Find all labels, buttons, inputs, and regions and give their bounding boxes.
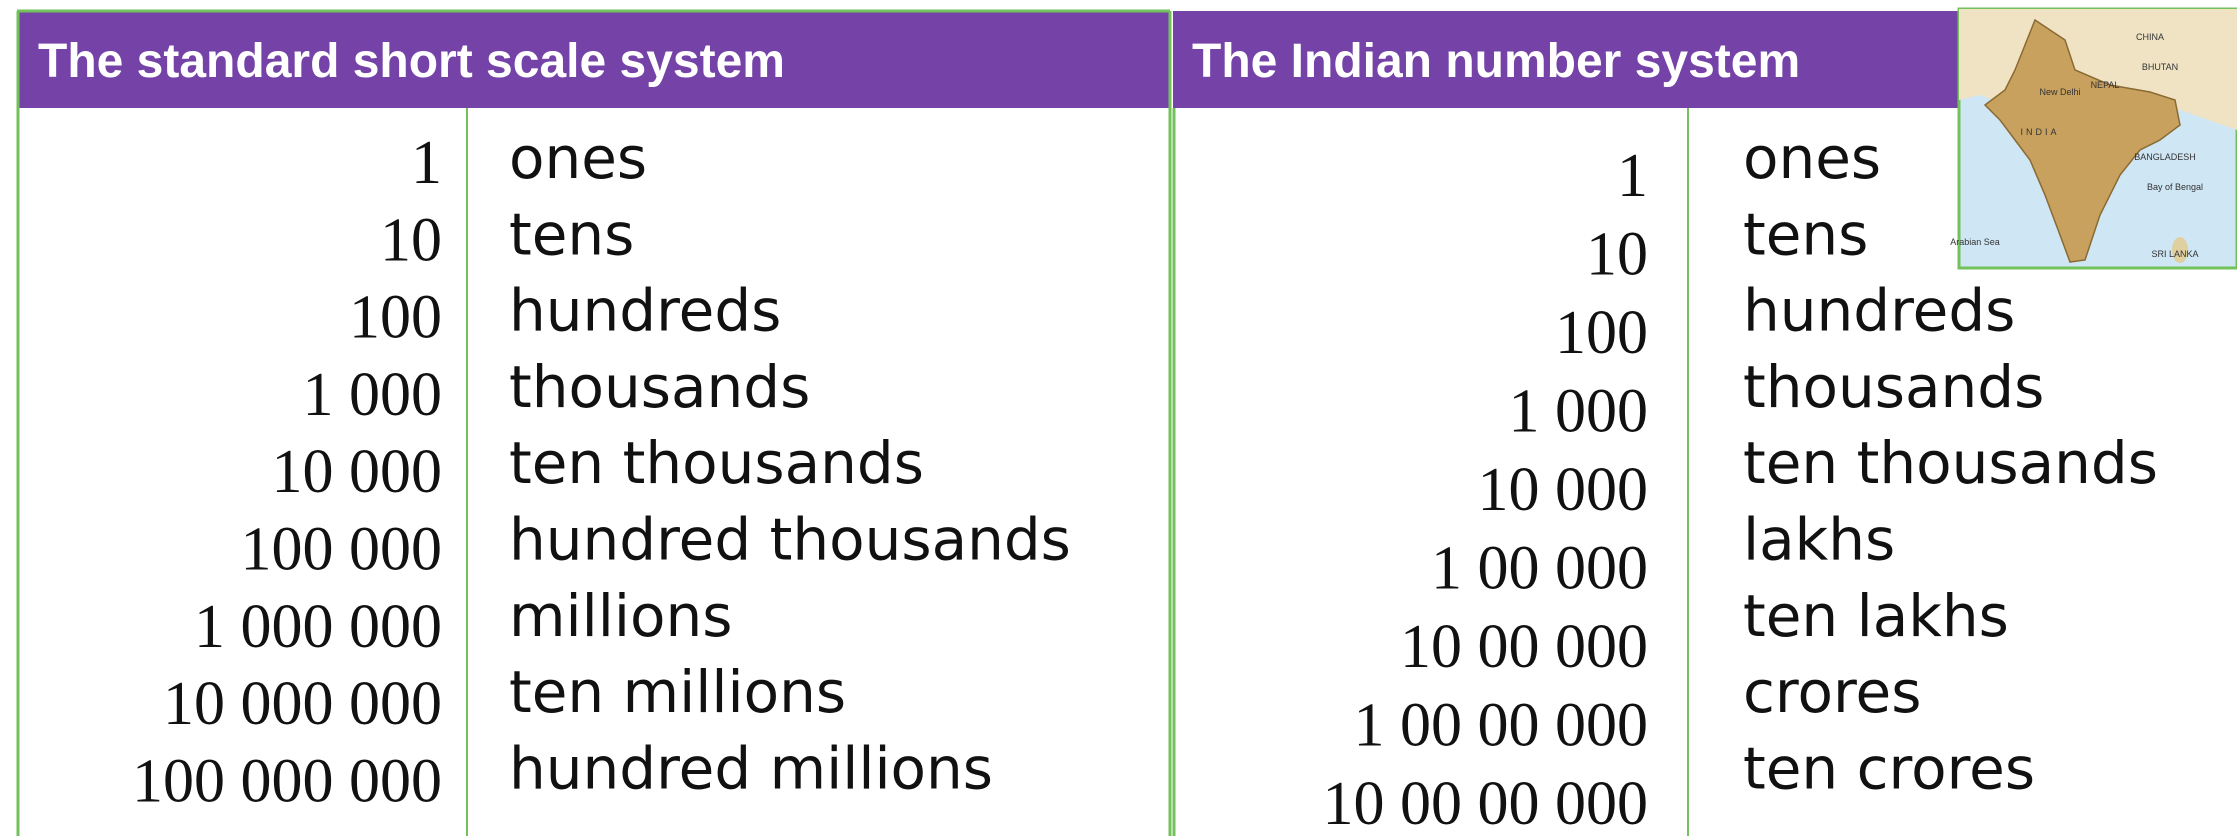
word: ten lakhs bbox=[1743, 582, 2009, 650]
number: 10 000 bbox=[272, 438, 443, 506]
right-title: The Indian number system bbox=[1192, 35, 1800, 88]
map-label: Arabian Sea bbox=[1950, 237, 2000, 247]
word: thousands bbox=[1743, 353, 2044, 421]
map-label: CHINA bbox=[2136, 32, 2164, 42]
map-label: INDIA bbox=[2020, 127, 2059, 137]
number: 10 000 000 bbox=[163, 670, 442, 738]
word: ten thousands bbox=[1743, 429, 2158, 497]
word: ten crores bbox=[1743, 734, 2035, 802]
number: 1 bbox=[411, 129, 442, 197]
word: hundreds bbox=[1743, 277, 2015, 345]
number: 1 000 bbox=[1509, 378, 1649, 446]
word: hundreds bbox=[509, 277, 781, 345]
word: ones bbox=[1743, 124, 1881, 192]
map-label: BHUTAN bbox=[2142, 62, 2178, 72]
map-label: New Delhi bbox=[2039, 87, 2080, 97]
number: 1 00 00 000 bbox=[1354, 692, 1649, 760]
word: lakhs bbox=[1743, 506, 1895, 574]
number: 10 00 00 000 bbox=[1323, 770, 1649, 836]
word: thousands bbox=[509, 353, 810, 421]
number: 1 000 bbox=[303, 361, 443, 429]
word: ten millions bbox=[509, 658, 846, 726]
number: 100 bbox=[1555, 299, 1648, 367]
number: 100 000 000 bbox=[132, 747, 442, 815]
word: crores bbox=[1743, 658, 1921, 726]
left-title: The standard short scale system bbox=[38, 35, 785, 88]
number: 1 bbox=[1617, 142, 1648, 210]
number: 10 00 000 bbox=[1400, 613, 1648, 681]
map: CHINA BHUTAN NEPAL INDIA BANGLADESH New Delhi… bbox=[1950, 9, 2237, 268]
number: 10 000 bbox=[1478, 456, 1649, 524]
map-label: NEPAL bbox=[2091, 80, 2120, 90]
number: 1 00 000 bbox=[1431, 535, 1648, 603]
word: hundred thousands bbox=[509, 506, 1071, 574]
word: hundred millions bbox=[509, 734, 993, 802]
number: 1 000 000 bbox=[194, 593, 442, 661]
map-label: SRI LANKA bbox=[2151, 249, 2198, 259]
number: 10 bbox=[380, 206, 442, 274]
map-label: BANGLADESH bbox=[2134, 152, 2196, 162]
word: ten thousands bbox=[509, 429, 924, 497]
number: 100 000 bbox=[241, 516, 443, 584]
word: tens bbox=[1743, 200, 1868, 268]
word: millions bbox=[509, 582, 732, 650]
page: The standard short scale system The Indi… bbox=[0, 0, 2237, 836]
word: ones bbox=[509, 124, 647, 192]
number: 10 bbox=[1586, 221, 1648, 289]
number: 100 bbox=[349, 284, 442, 352]
map-label: Bay of Bengal bbox=[2147, 182, 2203, 192]
word: tens bbox=[509, 200, 634, 268]
